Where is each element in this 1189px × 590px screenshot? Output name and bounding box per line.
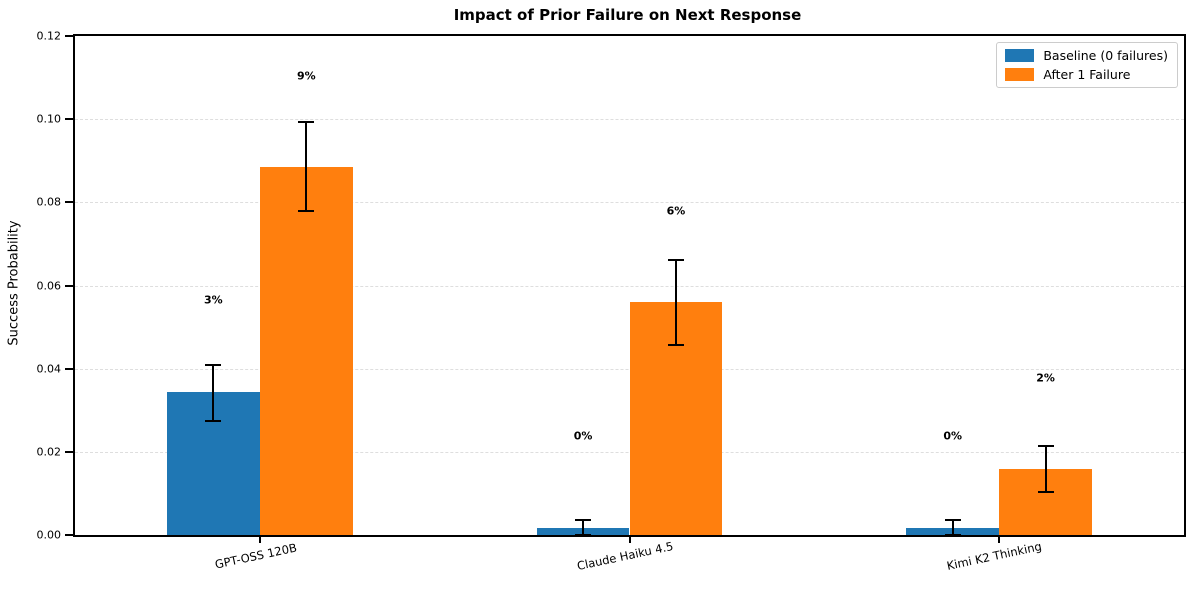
y-tick-label: 0.04 (36, 362, 62, 376)
y-gridline (75, 119, 1184, 121)
y-tick-mark (65, 450, 73, 453)
error-bar-cap-bottom (298, 210, 315, 213)
error-bar-cap-top (667, 258, 684, 261)
plot-area: 0.00 0.02 0.04 0.06 0.08 0.10 0.12 GPT-OSS 120B… (37, 30, 1186, 573)
bar-value-label: 6% (666, 204, 686, 218)
error-bar-cap-top (1037, 445, 1054, 447)
error-bar-cap-top (298, 121, 315, 124)
y-tick-mark (65, 534, 73, 536)
legend-item: After 1 Failure (1005, 67, 1168, 82)
legend: Baseline (0 failures) After 1 Failure (996, 42, 1178, 88)
legend-swatch-icon (1005, 68, 1035, 81)
error-bar-line (582, 519, 585, 535)
error-bar-line (674, 259, 677, 345)
y-tick-mark (65, 284, 73, 287)
error-bar-cap-top (944, 518, 961, 521)
y-tick-label: 0.06 (36, 279, 62, 292)
y-axis-label: Success Probability (6, 220, 22, 346)
error-bar-cap-bottom (205, 419, 222, 422)
y-tick-mark (65, 118, 73, 121)
error-bar-cap-bottom (944, 533, 961, 536)
x-tick-mark (258, 537, 261, 543)
error-bar-line (212, 364, 215, 421)
legend-swatch-icon (1005, 49, 1035, 62)
y-tick-label: 0.08 (36, 195, 62, 209)
y-tick-label: 0.10 (36, 112, 62, 126)
error-bar-cap-bottom (667, 343, 684, 346)
error-bar-cap-bottom (1037, 491, 1054, 494)
x-tick-label-1: GPT-OSS 120B (213, 540, 298, 572)
chart-title: Impact of Prior Failure on Next Response (453, 6, 802, 24)
error-bar-line (951, 519, 954, 535)
y-tick-mark (65, 367, 73, 370)
y-tick-mark (65, 35, 73, 37)
error-bar-cap-top (575, 518, 592, 521)
bar-value-label: 0% (573, 429, 593, 443)
y-tick-label: 0.02 (36, 445, 62, 459)
legend-label: Baseline (0 failures) (1043, 48, 1168, 63)
error-bar-cap-bottom (575, 533, 592, 536)
bar-value-label: 3% (204, 293, 223, 307)
y-tick-label: 0.00 (36, 528, 62, 542)
y-gridline (75, 202, 1184, 204)
bar-after-1-failure (259, 166, 353, 535)
legend-label: After 1 Failure (1043, 67, 1131, 82)
x-tick-label-2: Claude Haiku 4.5 (575, 538, 674, 574)
error-bar-line (305, 122, 308, 212)
error-bar-cap-top (205, 363, 222, 366)
y-tick-mark (65, 201, 73, 204)
y-gridline (75, 285, 1184, 287)
bar-value-label: 9% (296, 69, 316, 82)
x-tick-mark (998, 537, 1001, 543)
legend-item: Baseline (0 failures) (1005, 48, 1168, 63)
error-bar-line (1044, 446, 1047, 493)
x-tick-label-3: Kimi K2 Thinking (945, 539, 1044, 573)
y-tick-label: 0.12 (36, 29, 62, 43)
bar-value-label: 2% (1036, 371, 1055, 385)
bar-value-label: 0% (943, 429, 963, 443)
x-tick-mark (628, 537, 631, 543)
